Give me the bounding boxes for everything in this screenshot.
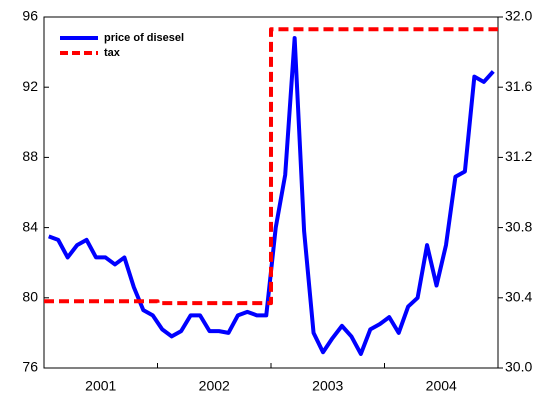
- y2-tick-label: 32.0: [505, 8, 532, 24]
- y-tick-label: 96: [22, 8, 38, 24]
- x-tick-label: 2003: [312, 378, 343, 394]
- y-tick-label: 76: [22, 359, 38, 375]
- y2-tick-label: 31.2: [505, 148, 532, 164]
- series-line: [44, 27, 498, 306]
- y-tick-label: 84: [22, 218, 38, 234]
- y-tick-label: 88: [22, 148, 38, 164]
- y2-tick-label: 30.4: [505, 289, 532, 305]
- legend-label: tax: [104, 47, 121, 59]
- legend-label: price of disesel: [104, 32, 184, 44]
- y-tick-label: 92: [22, 78, 38, 94]
- y2-tick-label: 30.8: [505, 218, 532, 234]
- x-tick-label: 2001: [85, 378, 116, 394]
- y2-tick-label: 30.0: [505, 359, 532, 375]
- x-tick-label: 2002: [199, 378, 230, 394]
- x-tick-label: 2004: [426, 378, 457, 394]
- y2-tick-label: 31.6: [505, 78, 532, 94]
- y-tick-label: 80: [22, 289, 38, 305]
